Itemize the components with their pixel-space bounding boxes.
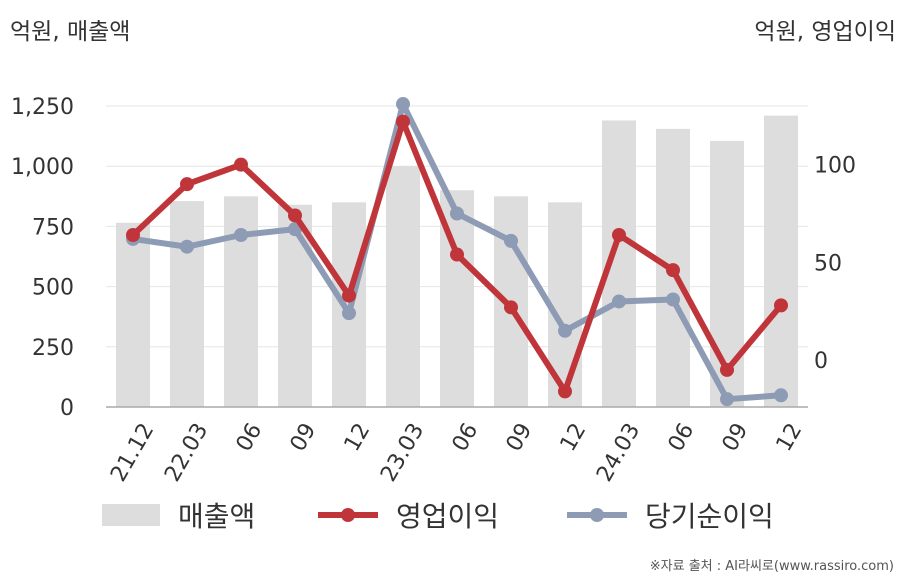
- point-operating: [720, 362, 734, 377]
- x-tick-label: 12: [340, 419, 376, 456]
- left-tick-label: 750: [32, 215, 74, 240]
- point-net: [558, 323, 572, 338]
- right-tick-label: 100: [814, 154, 856, 179]
- x-tick-label: 06: [448, 419, 484, 456]
- left-tick-label: 500: [32, 276, 74, 301]
- point-operating: [180, 177, 194, 192]
- legend-item-net: 당기순이익: [567, 490, 774, 540]
- left-tick-label: 0: [60, 396, 74, 421]
- legend-label-net: 당기순이익: [645, 500, 774, 533]
- legend-item-operating: 영업이익: [318, 490, 499, 540]
- point-operating: [666, 263, 680, 278]
- left-tick-label: 1,000: [11, 155, 74, 180]
- x-tick-label: 09: [718, 419, 754, 456]
- point-operating: [126, 228, 140, 242]
- x-tick-label: 12: [772, 419, 808, 456]
- point-net: [504, 233, 518, 248]
- source-note: ※자료 출처 : AI라씨로(www.rassiro.com): [649, 559, 894, 574]
- legend-item-revenue: 매출액: [102, 490, 255, 540]
- point-net: [612, 294, 626, 309]
- x-tick-label: 24.03: [592, 419, 645, 486]
- x-tick-label: 09: [502, 419, 538, 456]
- x-tick-label: 06: [664, 419, 700, 456]
- bar-revenue: [224, 196, 258, 407]
- legend-swatch-operating: [318, 504, 378, 526]
- x-tick-label: 06: [232, 419, 268, 456]
- x-tick-label: 22.03: [160, 419, 213, 486]
- point-operating: [396, 114, 410, 129]
- legend-label-revenue: 매출액: [178, 500, 256, 533]
- point-operating: [504, 300, 518, 315]
- bar-revenue: [710, 140, 744, 407]
- point-operating: [450, 247, 464, 262]
- left-axis-unit: 억원, 매출액: [10, 19, 131, 45]
- point-net: [720, 392, 734, 407]
- x-tick-label: 21.12: [106, 419, 159, 486]
- bar-revenue: [170, 201, 204, 407]
- point-net: [396, 97, 410, 112]
- legend-label-operating: 영업이익: [396, 500, 500, 533]
- left-tick-label: 1,250: [11, 95, 74, 120]
- point-net: [450, 206, 464, 221]
- point-net: [666, 292, 680, 307]
- bar-revenue: [116, 222, 150, 407]
- x-tick-label: 12: [556, 419, 592, 456]
- legend-swatch-revenue: [102, 504, 160, 526]
- bar-revenue: [386, 166, 420, 407]
- point-net: [342, 306, 356, 321]
- point-operating: [234, 157, 248, 172]
- point-net: [774, 388, 788, 403]
- bar-revenue: [278, 204, 312, 407]
- point-operating: [342, 288, 356, 303]
- right-axis-unit: 억원, 영업이익: [754, 19, 896, 45]
- legend: 매출액 영업이익 당기순이익: [0, 490, 908, 540]
- combo-chart: 0 250 500 750 1,000 1,250 0 50 100 21.12 22.03 06 09…: [11, 95, 856, 486]
- right-tick-label: 50: [814, 251, 842, 276]
- right-tick-label: 0: [814, 349, 828, 374]
- legend-swatch-net: [567, 504, 627, 526]
- point-operating: [612, 228, 626, 242]
- x-tick-label: 23.03: [376, 419, 429, 486]
- point-operating: [288, 208, 302, 223]
- left-tick-label: 250: [32, 336, 74, 361]
- point-operating: [558, 384, 572, 399]
- point-operating: [774, 298, 788, 313]
- x-tick-label: 09: [286, 419, 322, 456]
- point-net: [180, 239, 194, 254]
- point-net: [234, 228, 248, 242]
- bar-revenue: [764, 115, 798, 407]
